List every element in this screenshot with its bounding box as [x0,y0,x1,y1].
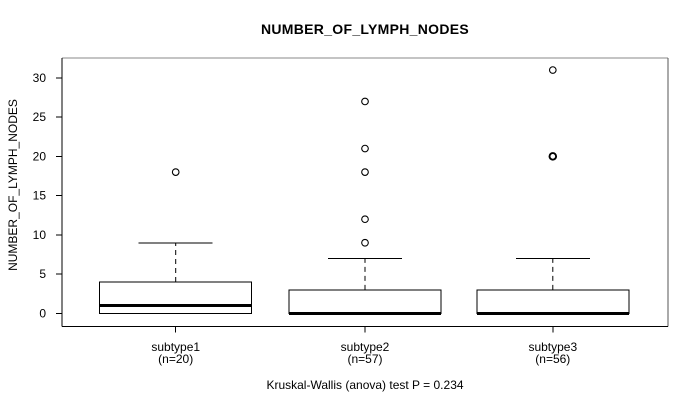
y-axis-tick-label: 10 [33,228,47,242]
outlier-point [361,144,369,153]
outlier-point [548,152,558,161]
y-axis-tick-label: 30 [33,71,47,85]
outlier-point [361,238,369,247]
x-axis-group-label: subtype1 [151,340,200,354]
x-axis-count-label: (n=20) [158,352,193,366]
y-axis-tick-label: 15 [33,189,47,203]
iqr-box [99,281,253,314]
iqr-box [476,289,630,314]
outlier-point [548,66,557,74]
iqr-box [288,289,442,314]
x-axis-count-label: (n=57) [347,352,382,366]
x-axis-group-label: subtype3 [528,340,577,354]
x-axis-group-label: subtype2 [341,340,390,354]
outlier-point [361,215,369,224]
x-axis-count-label: (n=56) [535,352,570,366]
y-axis-tick-label: 20 [33,149,47,163]
y-axis-tick-label: 25 [33,110,47,124]
y-axis-tick-label: 0 [39,306,46,320]
chart-title: NUMBER_OF_LYMPH_NODES [260,21,470,37]
outlier-point [361,168,369,176]
y-axis-tick-label: 5 [39,267,46,281]
outlier-point [361,97,369,106]
stat-test-caption: Kruskal-Wallis (anova) test P = 0.234 [266,378,464,392]
outlier-point [171,168,180,176]
